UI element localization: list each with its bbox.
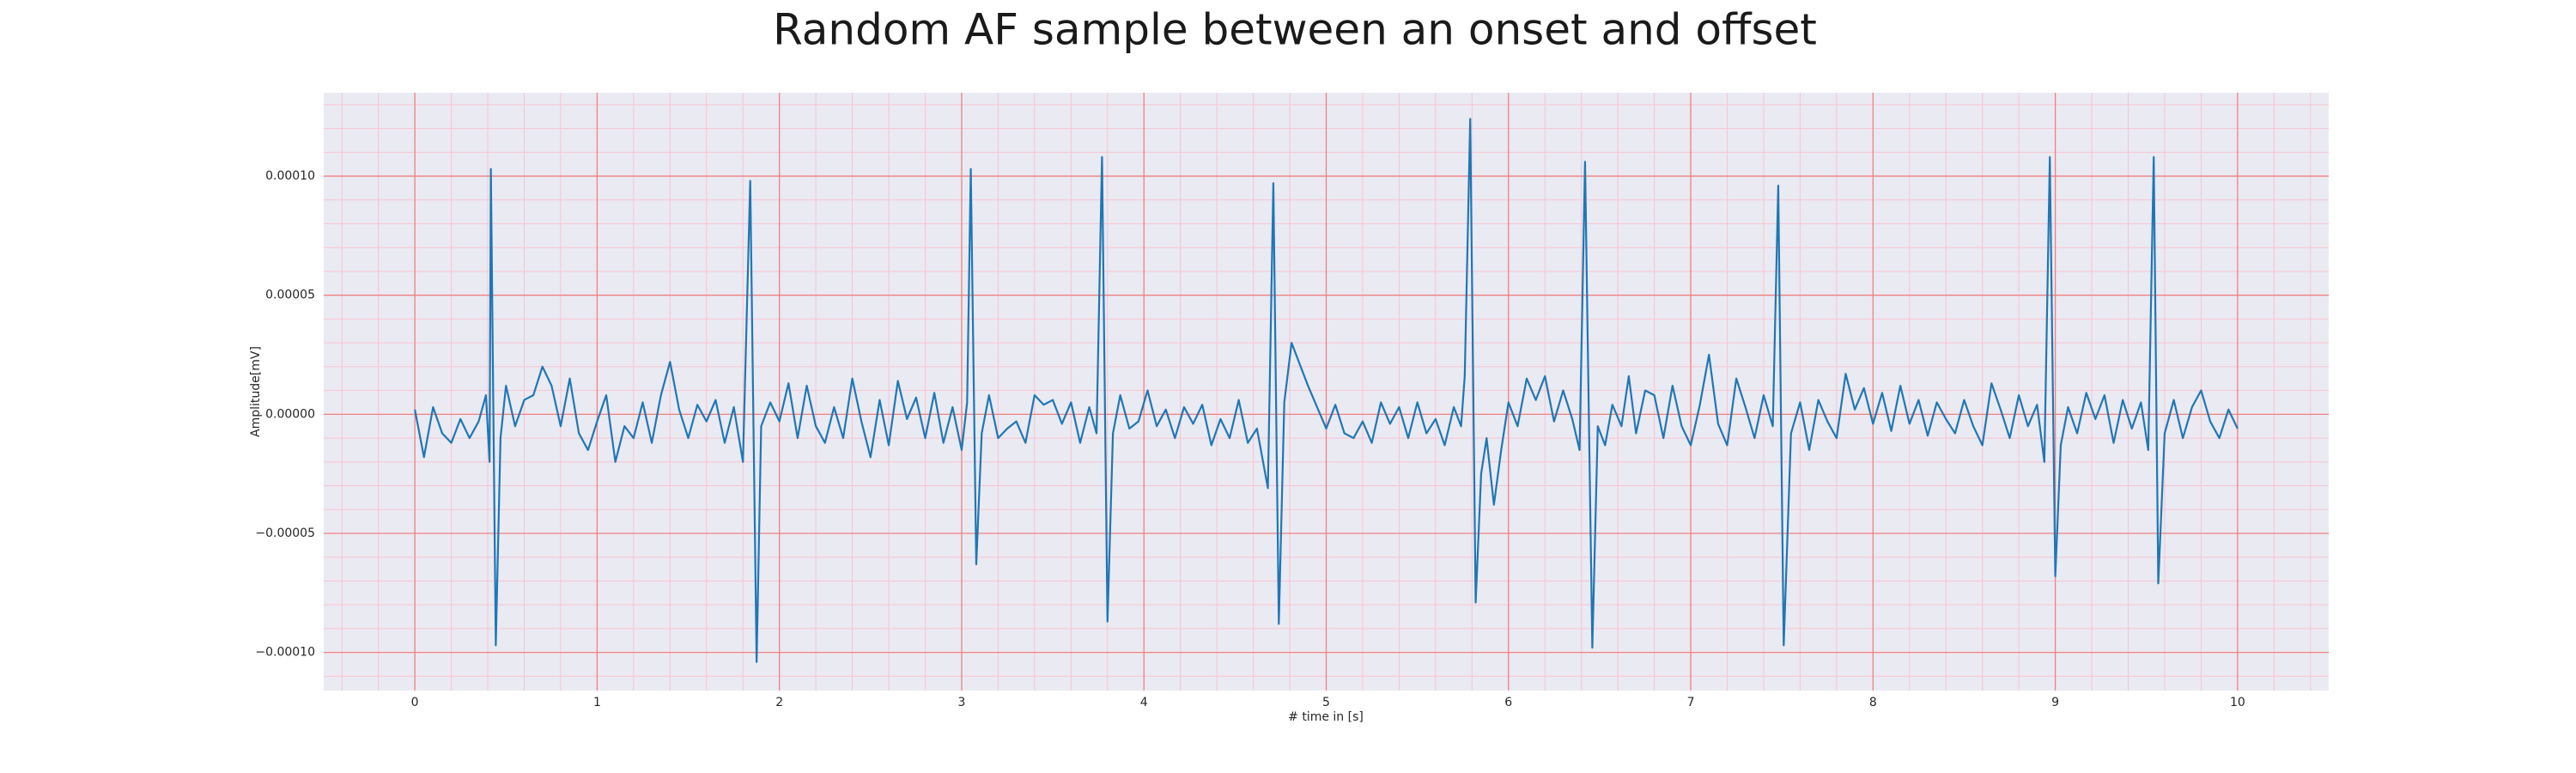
chart-title: Random AF sample between an onset and of… bbox=[773, 5, 1817, 55]
x-tick-label: 3 bbox=[957, 696, 965, 709]
x-tick-label: 7 bbox=[1687, 696, 1695, 709]
x-tick-label: 1 bbox=[593, 696, 601, 709]
y-tick-label: 0.00000 bbox=[265, 407, 315, 421]
x-tick-label: 4 bbox=[1140, 696, 1148, 709]
x-tick-label: 0 bbox=[411, 696, 419, 709]
y-tick-label: 0.00010 bbox=[265, 169, 315, 183]
x-tick-label: 5 bbox=[1322, 696, 1330, 709]
x-axis-label: # time in [s] bbox=[1288, 710, 1364, 724]
y-tick-label: 0.00005 bbox=[265, 289, 315, 302]
y-axis-label: Amplitude[mV] bbox=[249, 346, 263, 437]
y-tick-label: −0.00010 bbox=[255, 646, 315, 660]
x-tick-label: 6 bbox=[1504, 696, 1512, 709]
x-tick-label: 2 bbox=[775, 696, 783, 709]
x-tick-label: 9 bbox=[2051, 696, 2059, 709]
signal-line bbox=[414, 118, 2239, 663]
y-tick-label: −0.00005 bbox=[255, 526, 315, 540]
x-tick-label: 8 bbox=[1869, 696, 1877, 709]
x-tick-label: 10 bbox=[2230, 696, 2245, 709]
